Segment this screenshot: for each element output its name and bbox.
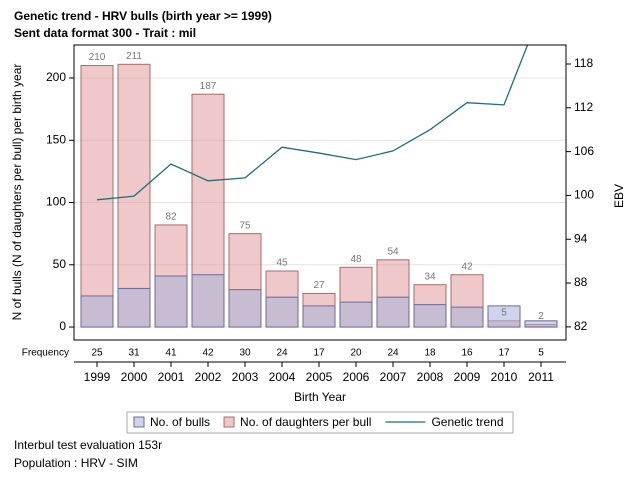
chart-subtitle: Sent data format 300 - Trait : mil [14, 26, 196, 40]
frequency-value: 17 [313, 348, 325, 359]
frequency-value: 30 [239, 348, 251, 359]
y-tick-label: 0 [59, 319, 66, 333]
x-axis-label: Birth Year [294, 390, 346, 404]
frequency-value: 31 [128, 348, 140, 359]
x-tick-label: 2006 [343, 370, 370, 384]
bar [450, 306, 484, 328]
bar [265, 296, 299, 328]
bar [191, 274, 225, 328]
y2-tick-label: 112 [574, 100, 593, 114]
y2-axis-label: EBV [612, 184, 626, 208]
y-tick-label: 200 [46, 70, 66, 84]
y2-tick-label: 106 [574, 144, 594, 158]
legend-swatch [223, 416, 235, 428]
bar [376, 296, 410, 328]
frequency-value: 5 [538, 348, 544, 359]
x-tick-label: 1999 [84, 370, 111, 384]
y2-tick-label: 88 [574, 275, 588, 289]
y-tick-label: 150 [46, 132, 66, 146]
bar [413, 304, 447, 328]
chart-title: Genetic trend - HRV bulls (birth year >=… [14, 9, 272, 23]
footnote: Interbul test evaluation 153r [14, 438, 162, 452]
legend-label: Genetic trend [431, 415, 503, 429]
value-label: 82 [165, 212, 177, 223]
y-tick-label: 50 [53, 257, 67, 271]
x-tick-label: 2003 [232, 370, 259, 384]
frequency-label: Frequency [22, 348, 69, 359]
value-label: 2 [538, 311, 544, 322]
value-label: 5 [501, 307, 507, 318]
frequency-value: 25 [91, 348, 103, 359]
bar [117, 287, 151, 328]
bar [524, 320, 558, 328]
legend-label: No. of daughters per bull [240, 415, 371, 429]
frequency-value: 24 [387, 348, 399, 359]
frequency-value: 16 [461, 348, 473, 359]
y2-tick-label: 100 [574, 188, 594, 202]
frequency-value: 17 [498, 348, 510, 359]
legend-frame [126, 411, 514, 434]
bar [154, 275, 188, 328]
y2-tick-label: 82 [574, 319, 588, 333]
x-tick-label: 2009 [454, 370, 481, 384]
y-tick-label: 100 [46, 195, 66, 209]
frequency-value: 18 [424, 348, 436, 359]
legend-swatch [133, 416, 145, 428]
value-label: 75 [239, 220, 251, 231]
bar [80, 65, 114, 328]
trend-line [96, 45, 529, 201]
value-label: 42 [461, 261, 473, 272]
footnote: Population : HRV - SIM [14, 456, 138, 470]
x-tick-label: 2002 [195, 370, 222, 384]
x-tick-label: 2001 [158, 370, 185, 384]
frequency-value: 42 [202, 348, 214, 359]
y2-tick-label: 94 [574, 231, 588, 245]
value-label: 187 [200, 81, 217, 92]
x-tick-label: 2011 [528, 370, 554, 384]
x-tick-label: 2004 [269, 370, 296, 384]
bar [80, 295, 114, 328]
bar [487, 305, 521, 328]
y2-tick-label: 118 [574, 56, 593, 70]
bar [228, 289, 262, 328]
bar [302, 305, 336, 328]
x-tick-label: 2000 [121, 370, 148, 384]
value-label: 27 [313, 280, 325, 291]
bar [339, 301, 373, 328]
value-label: 48 [350, 254, 362, 265]
frequency-value: 41 [165, 348, 177, 359]
x-tick-label: 2008 [417, 370, 444, 384]
x-tick-label: 2007 [380, 370, 407, 384]
legend-label: No. of bulls [150, 415, 210, 429]
x-tick-label: 2010 [491, 370, 518, 384]
frequency-value: 24 [276, 348, 288, 359]
value-label: 211 [126, 51, 142, 62]
value-label: 54 [387, 246, 399, 257]
value-label: 210 [89, 52, 106, 63]
y-axis-label: N of bulls (N of daughters per bull) per… [10, 64, 24, 321]
frequency-value: 20 [350, 348, 362, 359]
plot-frame [73, 44, 567, 341]
value-label: 45 [276, 258, 288, 269]
x-tick-label: 2005 [306, 370, 333, 384]
value-label: 34 [424, 271, 436, 282]
